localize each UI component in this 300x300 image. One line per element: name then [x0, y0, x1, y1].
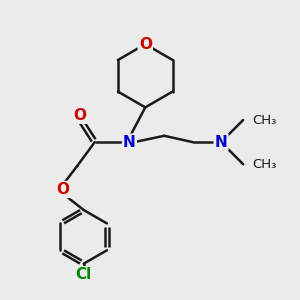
Text: Cl: Cl	[76, 267, 92, 282]
Text: N: N	[215, 135, 227, 150]
Text: O: O	[74, 108, 86, 123]
Text: O: O	[57, 182, 70, 197]
Text: O: O	[139, 37, 152, 52]
Text: N: N	[123, 135, 136, 150]
Text: CH₃: CH₃	[252, 158, 276, 171]
Text: CH₃: CH₃	[252, 113, 276, 127]
